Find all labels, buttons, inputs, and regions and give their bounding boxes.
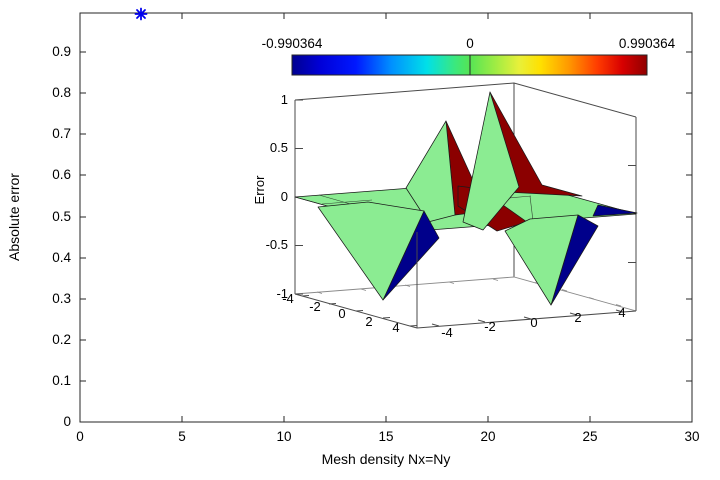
x-tick-label: 15 [378,429,393,444]
inset-y-tick-label: 4 [618,305,625,320]
colorbar-max-label: 0.990364 [619,36,676,51]
z-tick-label: 1 [281,92,288,107]
y-tick-label: 0.3 [52,291,71,306]
x-tick-label: 0 [76,429,84,444]
surface-dip3-navy-face [592,204,638,217]
z-tick-label: -0.5 [266,237,288,252]
y-tick-label: 0.6 [52,167,71,182]
surface-dip2-green-face [504,214,579,306]
inset-x-tick-label: 2 [365,314,372,329]
z-tick-label: 0.5 [270,140,288,155]
inset-x-tick-label: -2 [309,299,321,314]
z-axis-title: Error [252,175,267,205]
y-tick-label: 0.7 [52,126,71,141]
x-tick-label: 5 [178,429,186,444]
y-tick-label: 0.9 [52,44,71,59]
colorbar: -0.990364 0 0.990364 [262,36,676,76]
x-tick-label: 30 [684,429,699,444]
inset-y-tick-label: -2 [484,319,496,334]
x-axis-title: Mesh density Nx=Ny [322,451,451,467]
box-front-edges [294,232,637,329]
surface-dip1-green-face [317,201,425,301]
y-tick-label: 0.2 [52,332,71,347]
inset-x-tick-label: -4 [282,291,294,306]
inset-x-tick-label: 4 [392,320,399,335]
y-tick-label: 0.1 [52,373,71,388]
inset-y-tick-label: -4 [441,325,453,340]
main-plot: 0 0.1 0.2 0.3 0.4 0.5 0.6 0.7 0.8 0.9 0 … [6,7,700,467]
y-ticks [80,51,692,423]
y-tick-label: 0 [63,414,71,429]
inset-3d-plot: 1 0.5 0 -0.5 -1 Error [252,82,638,340]
z-tick-label: 0 [281,189,288,204]
x-ticks [79,13,693,422]
y-axis-title: Absolute error [6,173,22,261]
scatter-point-asterisk-marker [134,7,148,21]
x-tick-label: 10 [276,429,291,444]
z-tick-label: -1 [276,286,288,301]
inset-x-tick-label: 0 [338,306,345,321]
surface [294,91,638,306]
colorbar-min-label: -0.990364 [262,36,323,51]
inset-y-tick-label: 0 [530,315,537,330]
inset-y-tick-label: 2 [574,310,581,325]
x-tick-label: 25 [582,429,597,444]
y-tick-label: 0.8 [52,85,71,100]
y-tick-label: 0.4 [52,250,71,265]
colorbar-zero-label: 0 [466,36,474,51]
x-tick-label: 20 [480,429,495,444]
surface-peak2-green-face [462,91,520,231]
y-tick-label: 0.5 [52,209,71,224]
colorbar-border [291,54,648,76]
inset-axis-ticks [301,295,624,327]
